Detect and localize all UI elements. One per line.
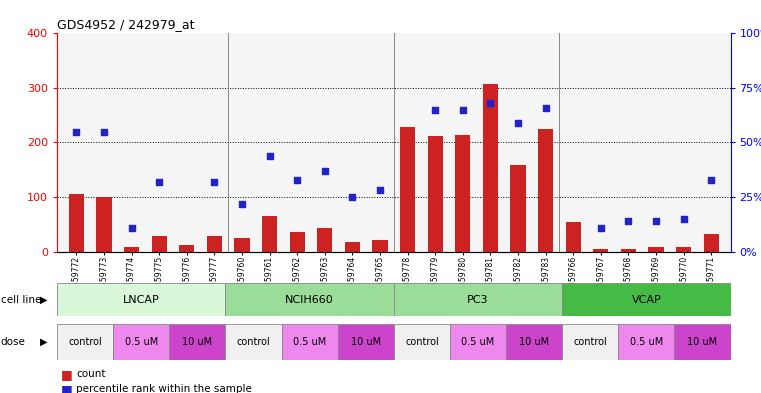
Text: count: count (76, 369, 106, 379)
Bar (97, 197, 112, 252)
Bar (234, 238, 250, 252)
Bar (562, 324, 618, 360)
Bar (394, 324, 450, 360)
Point (429, 107, 441, 113)
Bar (594, 249, 609, 252)
Bar (565, 222, 581, 252)
Bar (124, 247, 139, 252)
Point (705, 176, 718, 183)
Bar (372, 239, 387, 252)
Point (622, 218, 635, 224)
Text: NCIH660: NCIH660 (285, 295, 334, 305)
Bar (57, 324, 113, 360)
Text: LNCAP: LNCAP (123, 295, 160, 305)
Text: ▶: ▶ (40, 337, 48, 347)
Bar (225, 283, 394, 316)
Bar (225, 324, 282, 360)
Point (677, 216, 689, 222)
Bar (704, 234, 719, 252)
Bar (428, 136, 443, 252)
Point (457, 107, 469, 113)
Point (291, 176, 304, 183)
Point (540, 105, 552, 111)
Text: control: control (405, 337, 439, 347)
Bar (262, 216, 277, 252)
Bar (400, 127, 416, 252)
Point (512, 120, 524, 126)
Text: percentile rank within the sample: percentile rank within the sample (76, 384, 252, 393)
Point (70, 129, 82, 135)
Bar (648, 247, 664, 252)
Point (126, 224, 138, 231)
Bar (207, 236, 222, 252)
Text: dose: dose (1, 337, 26, 347)
Bar (450, 324, 506, 360)
Bar (676, 247, 691, 252)
Text: 10 uM: 10 uM (687, 337, 718, 347)
Text: control: control (68, 337, 102, 347)
Text: 0.5 uM: 0.5 uM (630, 337, 663, 347)
Bar (68, 194, 84, 252)
Point (484, 100, 496, 107)
Text: control: control (573, 337, 607, 347)
Point (346, 194, 358, 200)
Point (236, 200, 248, 207)
Text: GDS4952 / 242979_at: GDS4952 / 242979_at (57, 18, 195, 31)
Text: 0.5 uM: 0.5 uM (461, 337, 495, 347)
Bar (151, 236, 167, 252)
Point (98, 129, 110, 135)
Bar (338, 324, 393, 360)
Text: 10 uM: 10 uM (351, 337, 380, 347)
Text: ■: ■ (61, 367, 72, 381)
Point (209, 178, 221, 185)
Text: control: control (237, 337, 270, 347)
Bar (621, 249, 636, 252)
Bar (538, 129, 553, 252)
Text: 10 uM: 10 uM (519, 337, 549, 347)
Bar (169, 324, 225, 360)
Bar (345, 242, 360, 252)
Point (153, 178, 165, 185)
Bar (282, 324, 338, 360)
Bar (394, 283, 562, 316)
Text: PC3: PC3 (467, 295, 489, 305)
Text: 0.5 uM: 0.5 uM (125, 337, 158, 347)
Bar (482, 84, 498, 252)
Text: VCAP: VCAP (632, 295, 661, 305)
Point (374, 187, 386, 194)
Bar (290, 232, 305, 252)
Bar (562, 283, 731, 316)
Bar (455, 135, 470, 252)
Point (263, 152, 275, 159)
Bar (113, 324, 169, 360)
Point (595, 224, 607, 231)
Text: ■: ■ (61, 382, 72, 393)
Bar (57, 283, 225, 316)
Bar (179, 245, 194, 252)
Bar (511, 165, 526, 252)
Text: cell line: cell line (1, 295, 41, 305)
Bar (317, 228, 333, 252)
Bar (618, 324, 674, 360)
Point (650, 218, 662, 224)
Text: ▶: ▶ (40, 295, 48, 305)
Text: 0.5 uM: 0.5 uM (293, 337, 326, 347)
Bar (506, 324, 562, 360)
Bar (674, 324, 731, 360)
Text: 10 uM: 10 uM (183, 337, 212, 347)
Point (319, 168, 331, 174)
